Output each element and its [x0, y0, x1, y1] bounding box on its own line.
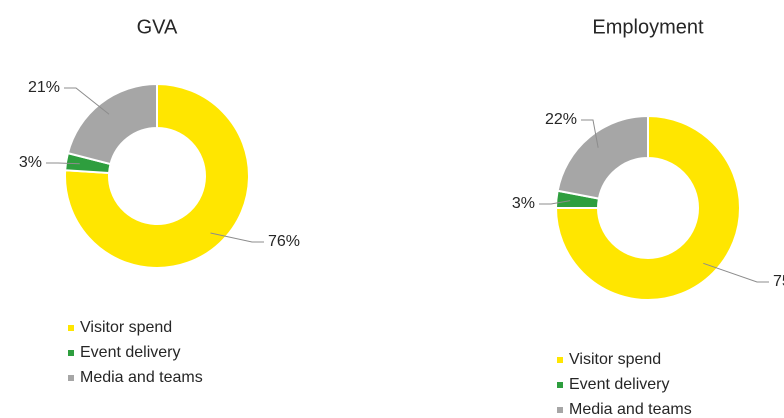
legend-swatch	[68, 325, 74, 331]
chart-title: Employment	[592, 16, 704, 38]
data-label: 75%	[773, 273, 784, 290]
legend-swatch	[68, 350, 74, 356]
legend-swatch	[557, 382, 563, 388]
leader-line	[46, 162, 80, 165]
donut-slice	[554, 114, 741, 301]
leader-line	[703, 262, 769, 283]
leader-line	[64, 87, 110, 115]
leader-line	[581, 119, 599, 148]
legend-label: Media and teams	[80, 369, 203, 386]
leader-line	[210, 232, 264, 243]
data-label: 22%	[545, 111, 577, 128]
donut-slice	[64, 82, 250, 269]
legend-label: Event delivery	[569, 376, 670, 393]
legend-swatch	[557, 357, 563, 363]
legend-label: Visitor spend	[80, 319, 172, 336]
legend-label: Event delivery	[80, 344, 181, 361]
legend-label: Media and teams	[569, 401, 692, 418]
donut-slice	[556, 114, 649, 200]
donut-slice	[66, 82, 158, 166]
legend-label: Visitor spend	[569, 351, 661, 368]
data-label: 76%	[268, 233, 300, 250]
data-label: 3%	[512, 195, 535, 212]
data-label: 3%	[19, 154, 42, 171]
data-label: 21%	[28, 79, 60, 96]
chart-title: GVA	[137, 16, 178, 38]
legend-swatch	[68, 375, 74, 381]
legend-swatch	[557, 407, 563, 413]
leader-line	[539, 200, 571, 205]
